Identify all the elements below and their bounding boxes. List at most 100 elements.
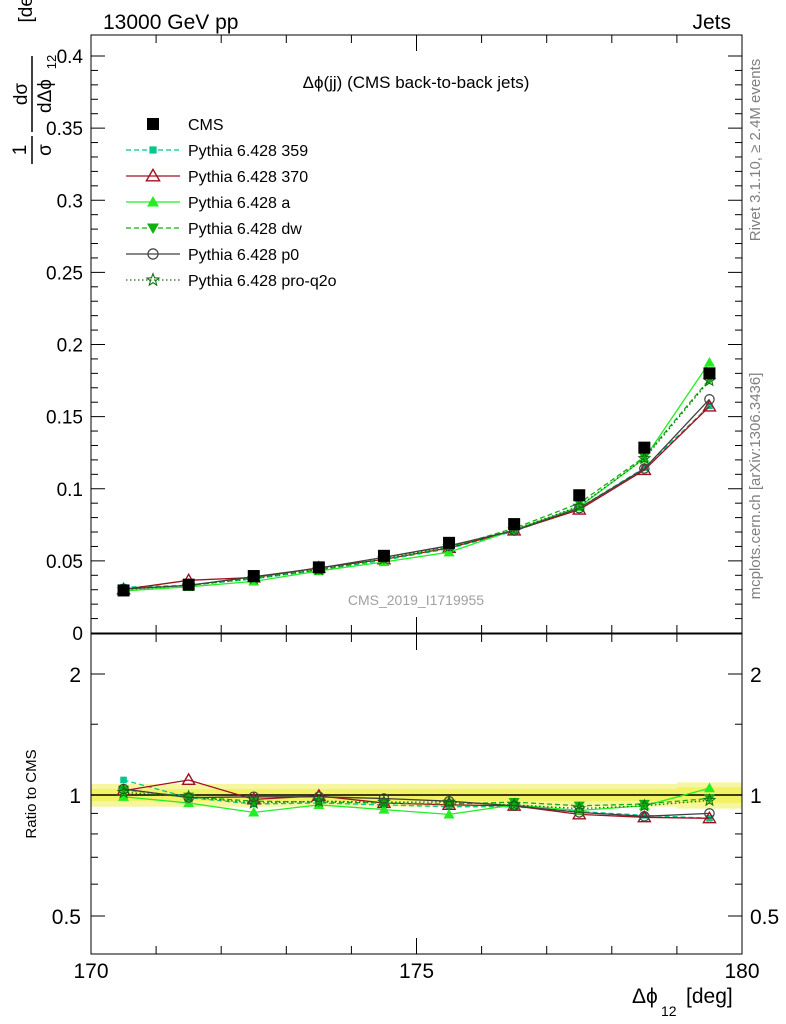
series-pythia-6-428-359 xyxy=(120,402,713,591)
data-point xyxy=(508,518,521,531)
ratio-point xyxy=(641,812,648,819)
y-tick-label: 0.25 xyxy=(46,263,83,284)
category-label: Jets xyxy=(692,11,731,34)
x-tick-label: 175 xyxy=(399,960,434,983)
ratio-y-tick-label-right: 0.5 xyxy=(750,906,779,929)
ratio-y-axis-label: Ratio to CMS xyxy=(23,749,40,838)
ratio-point xyxy=(181,772,196,786)
series-line xyxy=(123,380,710,591)
ratio-point xyxy=(181,789,196,803)
data-point xyxy=(117,584,130,597)
main-y-axis-label: 1 σ dσ dΔϕ 12 [deg -1 ] xyxy=(10,0,59,164)
data-point xyxy=(637,462,652,476)
ratio-point xyxy=(508,798,520,808)
svg-text:dΔϕ: dΔϕ xyxy=(35,79,56,113)
svg-text:[deg]: [deg] xyxy=(686,985,733,1008)
data-point xyxy=(637,451,652,465)
ratio-line xyxy=(123,791,710,810)
data-point xyxy=(573,489,586,502)
legend-marker xyxy=(145,272,161,287)
y-tick-label: 0.35 xyxy=(46,119,83,140)
svg-text:dσ: dσ xyxy=(11,83,32,106)
ratio-panel: 0.5 0.5 1 1 2 2 170 175 180 xyxy=(52,633,779,983)
plot-title: Δϕ(jj) (CMS back-to-back jets) xyxy=(303,73,530,92)
ratio-point xyxy=(378,793,390,804)
y-tick-label: 0.3 xyxy=(57,191,83,212)
ratio-point xyxy=(507,797,522,811)
legend-label: Pythia 6.428 a xyxy=(188,195,290,212)
ratio-point xyxy=(443,808,455,819)
legend-label: Pythia 6.428 dw xyxy=(188,221,302,238)
ratio-point xyxy=(442,794,456,809)
data-point xyxy=(639,463,650,474)
ratio-point xyxy=(703,794,715,805)
ratio-line xyxy=(123,779,710,819)
legend-marker xyxy=(147,248,159,260)
ratio-point xyxy=(118,785,130,796)
rivet-version-label: Rivet 3.1.10, ≥ 2.4M events xyxy=(747,59,764,242)
x-axis-label: Δϕ 12 [deg] xyxy=(632,985,733,1019)
series-line xyxy=(123,405,710,588)
data-point xyxy=(706,402,713,410)
data-point xyxy=(638,452,650,463)
ratio-y-tick-label-right: 1 xyxy=(750,785,762,808)
ratio-line xyxy=(123,788,710,817)
energy-label: 13000 GeV pp xyxy=(103,11,238,34)
ratio-y-tick-label: 1 xyxy=(69,785,81,808)
legend-label: CMS xyxy=(188,117,224,134)
data-point xyxy=(703,357,715,367)
ratio-series-pythia-6-428-pro-q2o xyxy=(116,785,717,815)
ratio-point xyxy=(702,792,717,807)
ratio-line xyxy=(123,779,710,819)
ratio-point xyxy=(248,791,260,803)
legend-label: Pythia 6.428 359 xyxy=(188,143,308,160)
data-point xyxy=(182,578,195,591)
y-tick-label: 0.15 xyxy=(46,408,83,429)
series-pythia-6-428-a xyxy=(118,357,715,596)
ratio-point xyxy=(246,795,261,809)
svg-text:12: 12 xyxy=(661,1003,677,1019)
series-pythia-6-428-pro-q2o xyxy=(116,373,717,596)
ratio-point xyxy=(248,806,260,817)
series-line xyxy=(123,398,710,590)
ratio-point xyxy=(183,792,194,803)
ratio-point xyxy=(703,782,715,793)
legend-marker xyxy=(147,223,159,234)
y-tick-label: 0 xyxy=(72,624,83,645)
data-point xyxy=(638,441,651,454)
ratio-point xyxy=(572,801,587,815)
legend-label: Pythia 6.428 pro-q2o xyxy=(188,273,337,290)
x-tick-label: 170 xyxy=(73,960,108,983)
svg-text:12: 12 xyxy=(44,55,59,69)
legend-marker xyxy=(145,168,161,182)
data-point xyxy=(572,498,587,512)
ratio-point xyxy=(704,808,715,819)
ratio-point xyxy=(116,785,131,799)
series-pythia-6-428-p0 xyxy=(118,394,715,595)
ratio-point xyxy=(637,798,652,812)
ratio-point xyxy=(120,776,127,784)
x-tick-label: 180 xyxy=(724,960,759,983)
legend-marker xyxy=(147,196,159,207)
ratio-point xyxy=(313,791,325,803)
ratio-line xyxy=(123,787,710,816)
main-panel: Δϕ(jj) (CMS back-to-back jets) CMS_2019_… xyxy=(46,34,743,645)
data-point xyxy=(377,549,390,562)
legend: CMS Pythia 6.428 359 Pythia 6.428 370 Pythi… xyxy=(126,117,337,290)
ratio-point xyxy=(118,783,129,795)
y-tick-label: 0.4 xyxy=(57,47,84,68)
series-pythia-6-428-370 xyxy=(116,399,717,595)
ratio-line xyxy=(123,789,710,807)
ratio-point xyxy=(311,793,326,808)
ratio-y-tick-label: 2 xyxy=(69,664,81,687)
mcplots-label: mcplots.cern.ch [arXiv:1306.3436] xyxy=(747,373,764,600)
svg-text:1: 1 xyxy=(10,145,31,156)
legend-marker xyxy=(149,146,157,154)
svg-text:[deg: [deg xyxy=(16,0,37,22)
data-point xyxy=(704,394,715,405)
ratio-point xyxy=(378,804,390,814)
legend-label: Pythia 6.428 p0 xyxy=(188,247,299,264)
ratio-point xyxy=(573,807,585,818)
ratio-y-tick-label: 0.5 xyxy=(52,906,81,929)
